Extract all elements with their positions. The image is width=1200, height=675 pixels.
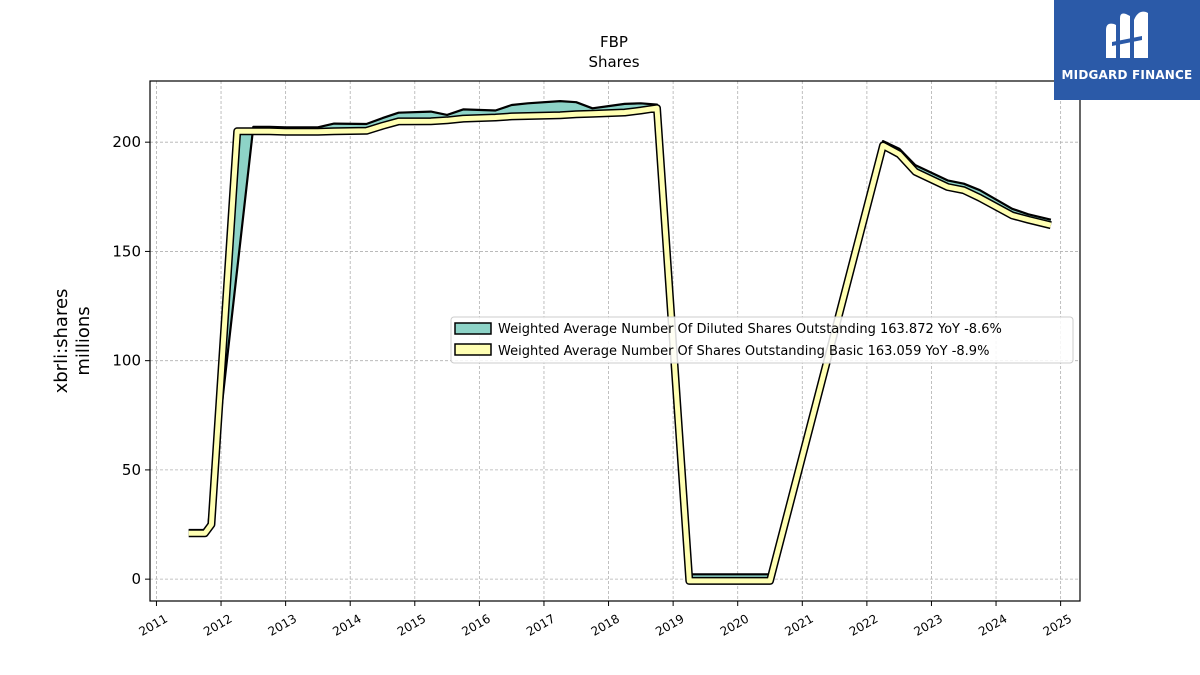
x-tick-label: 2022 xyxy=(847,611,880,638)
y-axis-label-line1: xbrli:shares xyxy=(51,289,72,394)
x-tick-label: 2024 xyxy=(976,611,1009,638)
series-basic-line xyxy=(188,105,1052,584)
y-tick-label: 200 xyxy=(112,133,141,151)
y-tick-label: 50 xyxy=(122,461,141,479)
x-tick-label: 2015 xyxy=(395,611,428,638)
y-axis-label-line2: millions xyxy=(73,306,94,375)
x-tick-label: 2017 xyxy=(524,611,557,638)
x-tick-label: 2025 xyxy=(1041,611,1074,638)
x-tick-label: 2013 xyxy=(266,611,299,638)
y-tick-label: 0 xyxy=(131,570,141,588)
legend-label-diluted: Weighted Average Number Of Diluted Share… xyxy=(498,322,1002,337)
legend-label-basic: Weighted Average Number Of Shares Outsta… xyxy=(498,344,989,359)
legend: Weighted Average Number Of Diluted Share… xyxy=(450,316,1074,364)
legend-swatch-basic xyxy=(454,343,492,356)
chart-title: FBP xyxy=(600,33,628,51)
y-tick-label: 150 xyxy=(112,242,141,260)
series-diluted-line xyxy=(188,100,1052,576)
y-axis: 0 50 100 150 200 xyxy=(112,133,150,588)
logo-mark-icon xyxy=(1106,11,1148,59)
x-tick-label: 2019 xyxy=(653,611,686,638)
series-layer xyxy=(188,100,1052,585)
legend-box xyxy=(450,316,1074,364)
x-tick-label: 2018 xyxy=(589,611,622,638)
x-tick-label: 2020 xyxy=(718,611,751,638)
x-tick-label: 2014 xyxy=(330,611,363,638)
x-tick-label: 2011 xyxy=(137,611,170,638)
y-axis-label: xbrli:shares millions xyxy=(51,289,94,394)
logo-text: MIDGARD FINANCE xyxy=(1061,68,1193,82)
chart-subtitle: Shares xyxy=(588,53,639,71)
brand-logo: MIDGARD FINANCE xyxy=(1054,0,1200,100)
legend-swatch-diluted xyxy=(454,322,492,335)
x-axis: 2011 2012 2013 2014 2015 2016 2017 2018 2019 2020… xyxy=(137,601,1074,639)
x-tick-label: 2012 xyxy=(201,611,234,638)
x-tick-label: 2016 xyxy=(459,611,492,638)
x-tick-label: 2021 xyxy=(782,611,815,638)
x-tick-label: 2023 xyxy=(912,611,945,638)
y-tick-label: 100 xyxy=(112,352,141,370)
plot-frame xyxy=(149,80,1081,602)
